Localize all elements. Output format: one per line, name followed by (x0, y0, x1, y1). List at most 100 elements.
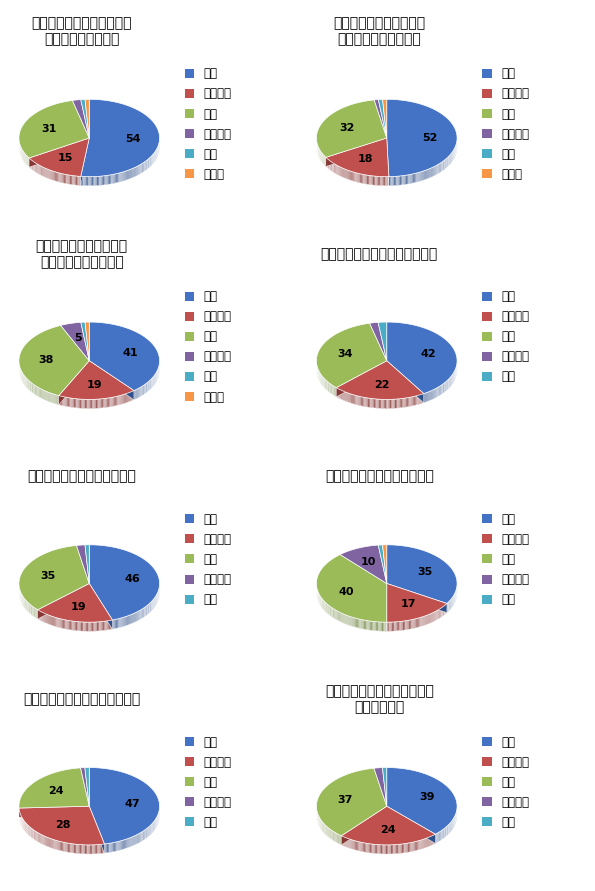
Polygon shape (132, 391, 133, 401)
Polygon shape (446, 158, 447, 168)
Polygon shape (343, 391, 344, 400)
Polygon shape (147, 159, 148, 169)
Polygon shape (86, 399, 87, 409)
Polygon shape (124, 839, 125, 849)
Polygon shape (116, 619, 117, 628)
Polygon shape (85, 99, 89, 138)
Polygon shape (347, 838, 348, 847)
Polygon shape (46, 391, 47, 401)
Polygon shape (364, 843, 365, 852)
Polygon shape (442, 161, 443, 171)
Polygon shape (107, 621, 108, 630)
Polygon shape (50, 838, 51, 848)
Polygon shape (65, 397, 67, 406)
Polygon shape (35, 609, 36, 617)
Polygon shape (110, 175, 111, 184)
Polygon shape (339, 612, 340, 621)
Polygon shape (128, 616, 129, 625)
Polygon shape (406, 175, 407, 184)
Polygon shape (99, 399, 101, 408)
Polygon shape (425, 170, 426, 180)
Polygon shape (125, 171, 126, 181)
Polygon shape (64, 842, 65, 852)
Polygon shape (394, 176, 395, 185)
Polygon shape (415, 618, 416, 628)
Polygon shape (46, 614, 47, 624)
Text: 46: 46 (124, 575, 140, 584)
Polygon shape (103, 398, 104, 408)
Polygon shape (40, 388, 42, 398)
Polygon shape (383, 99, 387, 138)
Polygon shape (41, 166, 42, 176)
Polygon shape (393, 845, 394, 854)
Polygon shape (73, 844, 74, 853)
Polygon shape (48, 392, 49, 402)
Polygon shape (57, 618, 58, 627)
Polygon shape (437, 388, 438, 396)
Polygon shape (150, 825, 151, 835)
Polygon shape (149, 380, 150, 390)
Polygon shape (336, 610, 337, 620)
Polygon shape (104, 398, 105, 408)
Polygon shape (337, 388, 338, 397)
Polygon shape (402, 398, 403, 407)
Polygon shape (434, 388, 436, 398)
Polygon shape (436, 833, 437, 843)
Polygon shape (333, 163, 334, 173)
Polygon shape (129, 392, 130, 402)
Polygon shape (396, 845, 397, 854)
Polygon shape (363, 397, 364, 406)
Text: 19: 19 (71, 601, 86, 612)
Polygon shape (30, 382, 31, 392)
Polygon shape (390, 622, 392, 631)
Polygon shape (347, 170, 349, 180)
Polygon shape (89, 322, 159, 390)
Polygon shape (112, 175, 114, 184)
Polygon shape (59, 361, 134, 399)
Polygon shape (102, 621, 103, 631)
Polygon shape (383, 176, 384, 186)
Polygon shape (122, 840, 123, 850)
Polygon shape (356, 173, 358, 183)
Polygon shape (140, 832, 141, 842)
Polygon shape (389, 176, 390, 186)
Polygon shape (371, 621, 372, 631)
Polygon shape (363, 175, 364, 184)
Polygon shape (416, 618, 417, 628)
Polygon shape (69, 843, 70, 853)
Polygon shape (351, 394, 352, 404)
Polygon shape (91, 399, 92, 409)
Polygon shape (84, 176, 86, 185)
Polygon shape (398, 622, 399, 631)
Polygon shape (81, 176, 82, 185)
Polygon shape (400, 621, 402, 631)
Polygon shape (65, 175, 66, 184)
Polygon shape (141, 164, 142, 174)
Polygon shape (130, 838, 131, 846)
Polygon shape (58, 841, 59, 850)
Polygon shape (331, 607, 332, 617)
Polygon shape (333, 831, 334, 840)
Polygon shape (424, 170, 425, 180)
Polygon shape (128, 393, 129, 402)
Polygon shape (340, 836, 342, 845)
Polygon shape (402, 844, 403, 854)
Polygon shape (412, 842, 414, 852)
Polygon shape (43, 390, 44, 400)
Polygon shape (55, 617, 56, 626)
Polygon shape (342, 837, 343, 846)
Polygon shape (389, 622, 390, 632)
Polygon shape (71, 844, 73, 853)
Polygon shape (90, 176, 92, 186)
Polygon shape (130, 615, 131, 625)
Polygon shape (403, 176, 405, 184)
Polygon shape (401, 398, 402, 408)
Polygon shape (342, 806, 436, 845)
Polygon shape (56, 172, 57, 182)
Polygon shape (385, 176, 386, 186)
Polygon shape (411, 174, 412, 184)
Polygon shape (375, 845, 376, 854)
Polygon shape (367, 621, 368, 630)
Polygon shape (417, 618, 418, 627)
Polygon shape (74, 844, 75, 854)
